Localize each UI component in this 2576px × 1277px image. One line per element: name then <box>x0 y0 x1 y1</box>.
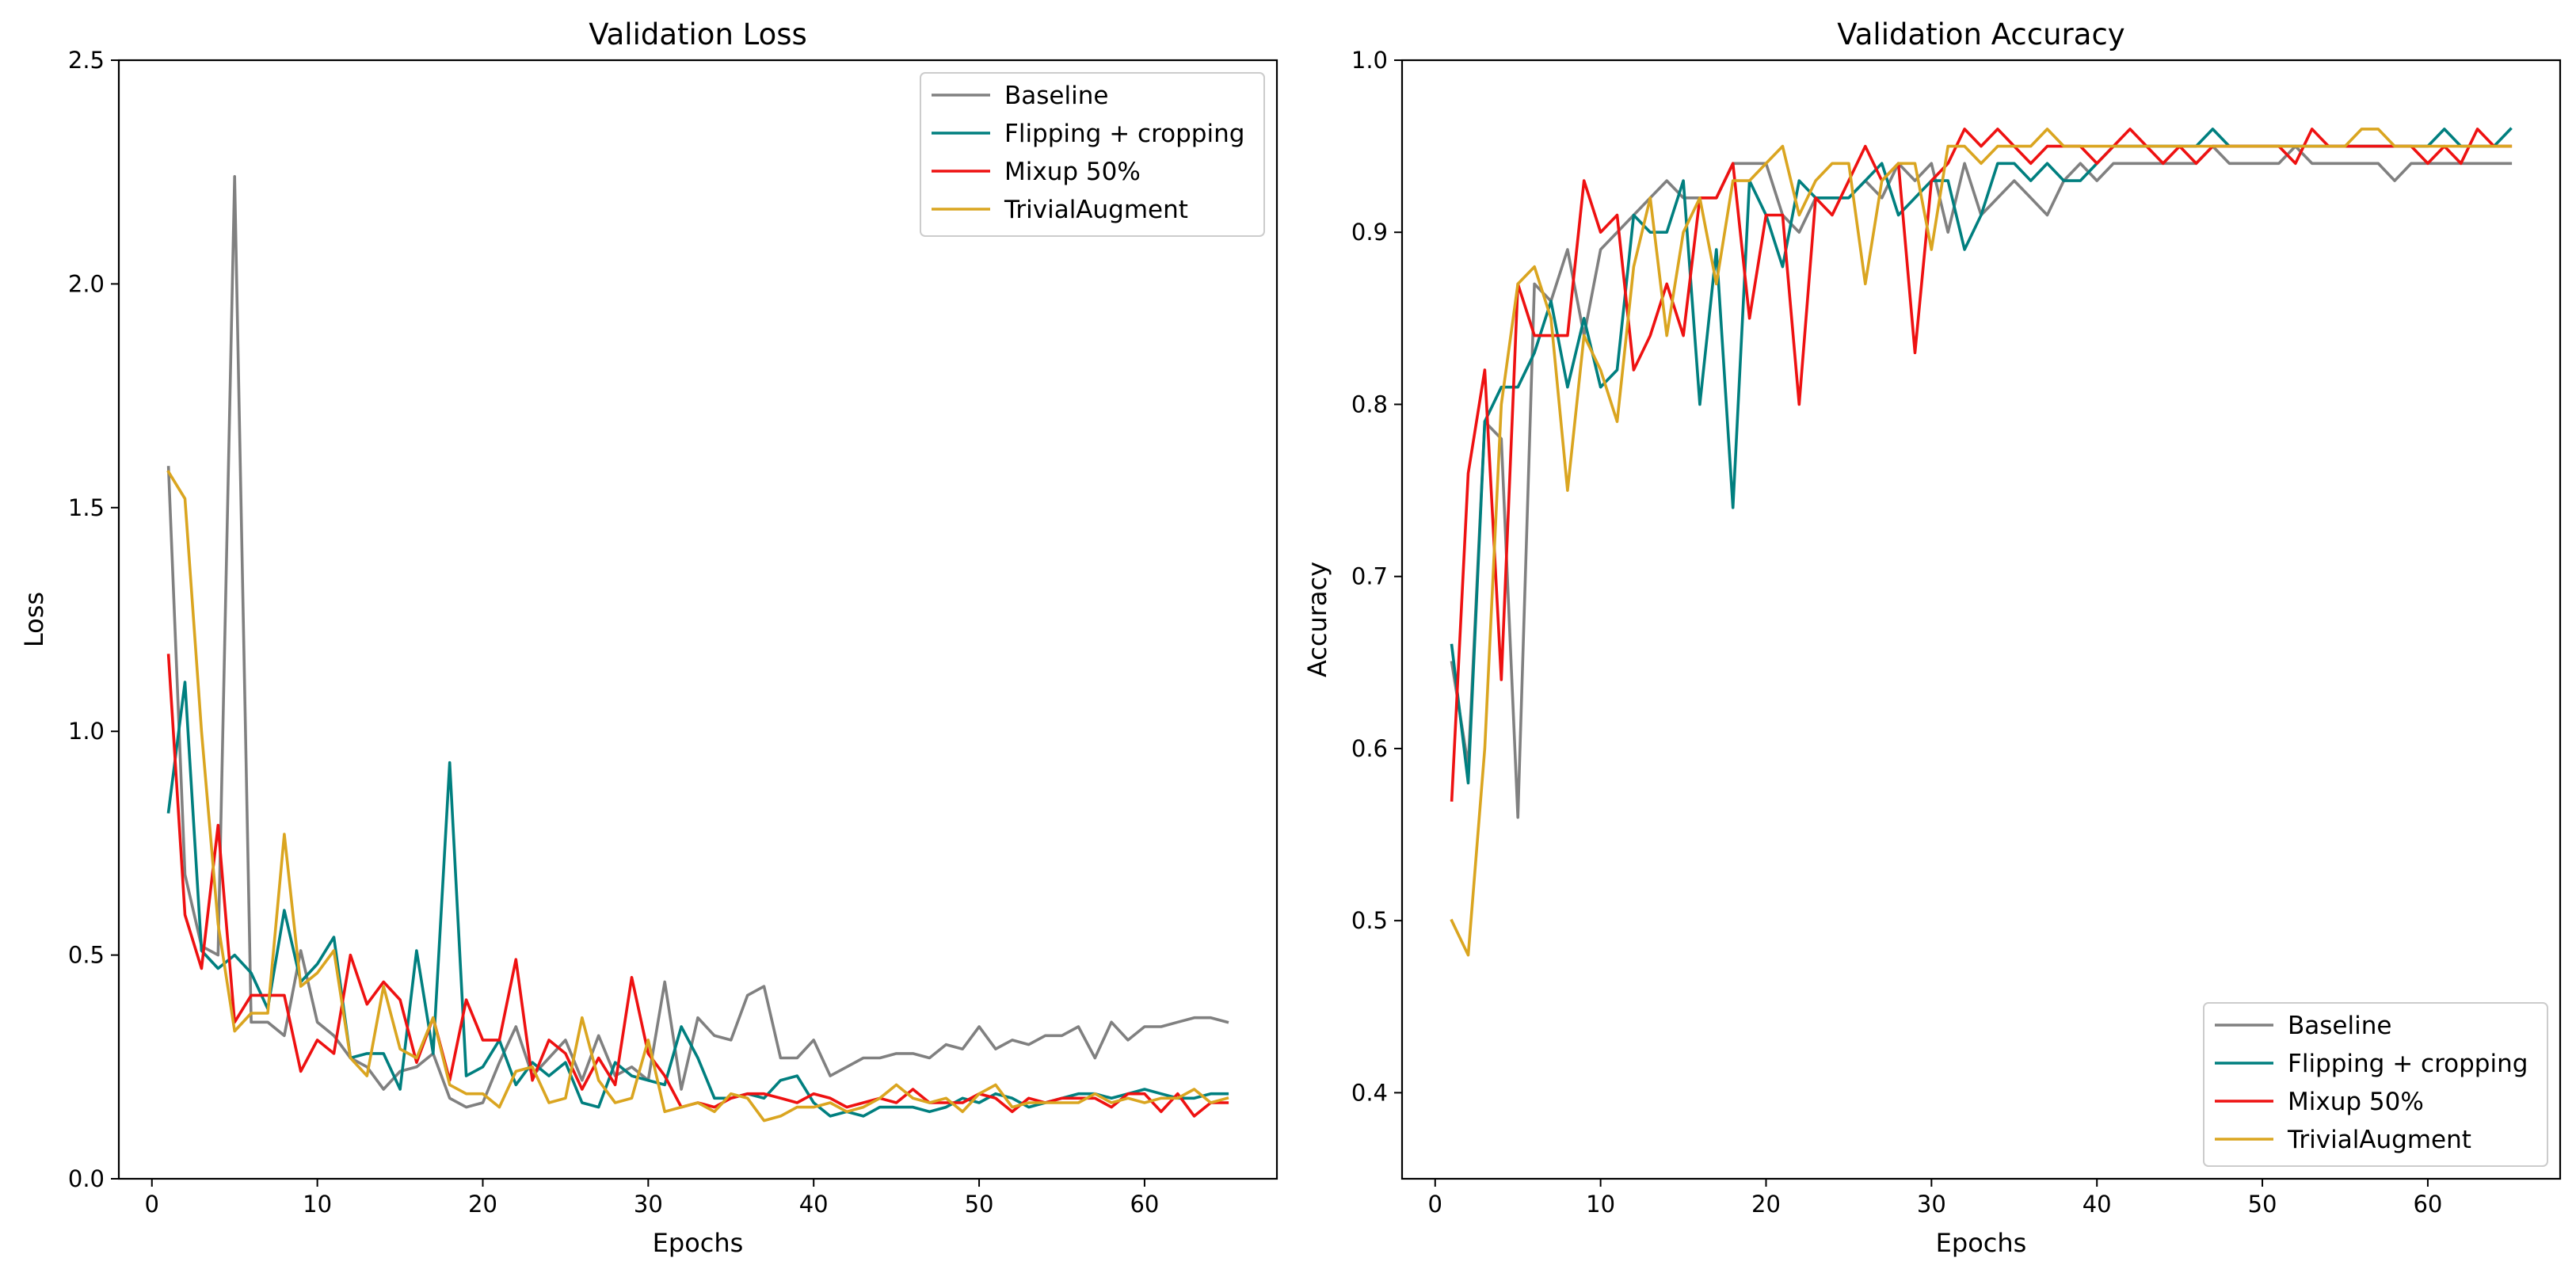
accuracy-legend: Baseline Flipping + cropping Mixup 50% Triv… <box>2203 1002 2548 1167</box>
accuracy-legend-label-flipping-cropping: Flipping + cropping <box>2288 1050 2528 1078</box>
loss-y-tick-label: 0.5 <box>68 942 105 969</box>
loss-legend-label-baseline: Baseline <box>1004 82 1108 110</box>
loss-x-tick-label: 50 <box>965 1191 994 1218</box>
accuracy-x-tick-label: 10 <box>1586 1191 1615 1218</box>
loss-series-trivialaugment <box>166 470 1229 1123</box>
loss-chart-title: Validation Loss <box>589 17 807 51</box>
loss-legend-label-mixup-50: Mixup 50% <box>1004 158 1141 186</box>
loss-legend-box <box>920 72 1265 237</box>
loss-y-tick-label: 0.0 <box>68 1165 105 1192</box>
loss-x-tick-label: 20 <box>468 1191 497 1218</box>
loss-x-axis-label: Epochs <box>653 1228 744 1258</box>
loss-series-group <box>166 175 1229 1123</box>
accuracy-legend-label-trivialaugment: TrivialAugment <box>2287 1126 2471 1154</box>
accuracy-legend-label-baseline: Baseline <box>2288 1012 2391 1040</box>
loss-y-tick-label: 2.0 <box>68 270 105 297</box>
loss-x-tick-label: 0 <box>145 1191 159 1218</box>
accuracy-legend-label-mixup-50: Mixup 50% <box>2288 1088 2424 1116</box>
accuracy-chart-title: Validation Accuracy <box>1837 17 2124 51</box>
accuracy-panel: 0 10 20 30 40 50 60 0.4 0.5 0.6 0.7 0.8 0.9 1.0 Valida… <box>1302 17 2562 1258</box>
loss-x-tick-label: 30 <box>634 1191 663 1218</box>
accuracy-x-axis-label: Epochs <box>1936 1228 2027 1258</box>
loss-panel: 0 10 20 30 40 50 60 0.0 0.5 1.0 1.5 2.0 2.5 Validatio… <box>19 17 1278 1258</box>
loss-x-tick-label: 10 <box>303 1191 332 1218</box>
accuracy-x-tick-label: 50 <box>2248 1191 2277 1218</box>
accuracy-x-tick-label: 30 <box>1917 1191 1946 1218</box>
accuracy-series-trivialaugment <box>1450 128 2513 957</box>
accuracy-y-axis-label: Accuracy <box>1302 562 1332 677</box>
loss-legend: Baseline Flipping + cropping Mixup 50% Triv… <box>920 72 1265 237</box>
loss-y-tick-label: 2.5 <box>68 47 105 74</box>
loss-y-tick-label: 1.5 <box>68 494 105 521</box>
accuracy-x-tick-label: 20 <box>1751 1191 1781 1218</box>
accuracy-axes-frame <box>1400 59 2562 1180</box>
accuracy-x-tick-label: 0 <box>1428 1191 1442 1218</box>
loss-series-baseline <box>166 175 1229 1109</box>
accuracy-y-tick-label: 0.9 <box>1351 219 1388 246</box>
loss-x-tick-label: 60 <box>1130 1191 1159 1218</box>
accuracy-y-tick-label: 0.4 <box>1351 1079 1388 1106</box>
accuracy-y-tick-label: 1.0 <box>1351 47 1388 74</box>
accuracy-x-tick-label: 60 <box>2413 1191 2442 1218</box>
loss-y-tick-label: 1.0 <box>68 718 105 745</box>
loss-y-axis-label: Loss <box>19 592 49 647</box>
accuracy-y-tick-label: 0.6 <box>1351 735 1388 762</box>
loss-legend-label-trivialaugment: TrivialAugment <box>1004 196 1188 224</box>
accuracy-series-group <box>1450 127 2513 957</box>
accuracy-y-tick-label: 0.5 <box>1351 907 1388 934</box>
loss-axes-frame <box>117 59 1278 1180</box>
accuracy-y-tick-label: 0.7 <box>1351 563 1388 590</box>
accuracy-x-tick-label: 40 <box>2083 1191 2112 1218</box>
accuracy-legend-box <box>2203 1002 2548 1167</box>
loss-x-tick-label: 40 <box>799 1191 829 1218</box>
loss-legend-label-flipping-cropping: Flipping + cropping <box>1004 120 1244 148</box>
accuracy-y-tick-label: 0.8 <box>1351 391 1388 417</box>
